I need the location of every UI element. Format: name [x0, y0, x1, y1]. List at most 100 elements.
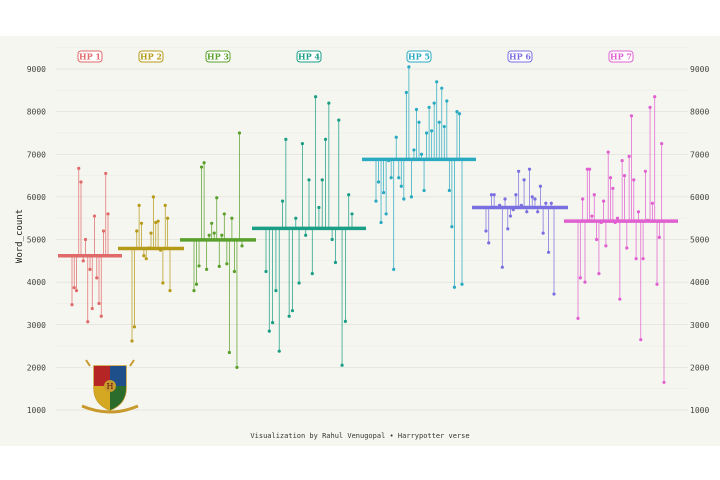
data-point — [343, 319, 347, 323]
data-point — [632, 178, 636, 182]
data-point — [327, 101, 331, 105]
y-tick-label-left-8000: 8000 — [27, 108, 46, 117]
data-point — [205, 267, 209, 271]
data-point — [277, 349, 281, 353]
data-point — [95, 276, 99, 280]
data-point — [594, 237, 599, 242]
data-point — [232, 269, 237, 274]
facet-label-box — [138, 50, 164, 63]
data-point — [445, 99, 449, 103]
data-point — [333, 260, 338, 265]
y-tick-label-right-4000: 4000 — [690, 278, 709, 287]
data-point — [99, 314, 103, 318]
y-axis-right: 1000 2000 3000 4000 5000 6000 7000 8000 9000 — [690, 65, 709, 415]
data-point — [578, 276, 582, 280]
facet-label-box — [296, 50, 322, 63]
data-point — [527, 167, 532, 171]
data-point — [106, 212, 110, 216]
data-point — [274, 289, 278, 293]
y-tick-label-right-6000: 6000 — [690, 193, 709, 202]
series-hp-4: HP 4 — [252, 50, 366, 367]
data-point — [374, 199, 378, 203]
data-point — [70, 303, 74, 307]
y-tick-label-left-7000: 7000 — [27, 150, 46, 159]
data-point — [648, 105, 652, 109]
data-point — [74, 289, 79, 293]
data-point — [317, 205, 321, 210]
data-point — [330, 237, 334, 242]
data-point — [81, 259, 85, 263]
facet-label: HP 5 — [406, 50, 432, 63]
series-hp-6: HP 6 — [472, 50, 568, 296]
data-point — [530, 195, 534, 199]
facet-label-box — [205, 50, 231, 63]
data-point — [130, 339, 134, 343]
facet-label-text: HP 2 — [140, 52, 162, 62]
y-tick-label-left-4000: 4000 — [27, 278, 46, 287]
data-point — [290, 309, 295, 313]
y-tick-label-left-6000: 6000 — [27, 193, 46, 202]
data-point — [104, 171, 108, 176]
data-point — [641, 257, 645, 261]
data-point — [407, 65, 411, 69]
data-point — [149, 231, 153, 235]
data-point — [452, 285, 457, 289]
data-point — [625, 246, 629, 250]
data-point — [402, 197, 406, 201]
data-point — [197, 264, 201, 268]
data-point — [417, 120, 421, 124]
data-point — [437, 120, 441, 124]
data-point — [90, 306, 94, 311]
y-tick-label-right-8000: 8000 — [690, 108, 709, 117]
data-point — [442, 124, 446, 129]
facet-label-box — [507, 50, 533, 63]
svg-text:H: H — [107, 382, 114, 391]
data-point — [650, 201, 654, 205]
data-point — [414, 107, 419, 112]
series-hp-2: HP 2 — [118, 50, 184, 343]
data-point — [297, 281, 301, 285]
data-point — [225, 262, 229, 266]
data-point — [83, 237, 88, 242]
data-point — [340, 363, 344, 367]
data-point — [606, 150, 610, 154]
y-tick-label-left-2000: 2000 — [27, 363, 46, 372]
data-point — [435, 80, 439, 84]
facet-label-box — [608, 50, 634, 63]
data-point — [576, 316, 580, 320]
data-point — [604, 244, 608, 248]
data-point — [608, 176, 613, 180]
facet-label-box — [406, 50, 432, 63]
data-point — [517, 169, 521, 173]
data-point — [627, 154, 631, 158]
facet-label: HP 3 — [205, 50, 231, 63]
data-point — [220, 233, 224, 237]
data-point — [422, 188, 426, 193]
data-point — [636, 210, 641, 214]
data-point — [457, 112, 462, 116]
data-point — [533, 197, 537, 201]
data-point — [88, 267, 92, 271]
data-point — [287, 314, 291, 318]
data-point — [235, 365, 239, 369]
data-point — [622, 173, 627, 178]
data-point — [460, 282, 464, 286]
data-point — [217, 264, 221, 268]
facet-label-text: HP 3 — [207, 52, 229, 62]
data-point — [653, 95, 657, 99]
data-point — [611, 186, 615, 190]
data-point — [397, 176, 401, 180]
data-point — [503, 197, 507, 201]
data-point — [230, 216, 234, 220]
y-tick-label-left-1000: 1000 — [27, 406, 46, 415]
data-point — [506, 227, 510, 231]
data-point — [168, 289, 172, 293]
data-point — [620, 159, 624, 163]
y-tick-label-left-9000: 9000 — [27, 65, 46, 74]
data-point — [657, 235, 661, 239]
data-point — [227, 350, 231, 355]
data-point — [139, 221, 144, 225]
data-point — [634, 257, 638, 261]
facet-label: HP 7 — [608, 50, 634, 63]
data-point — [163, 203, 167, 207]
